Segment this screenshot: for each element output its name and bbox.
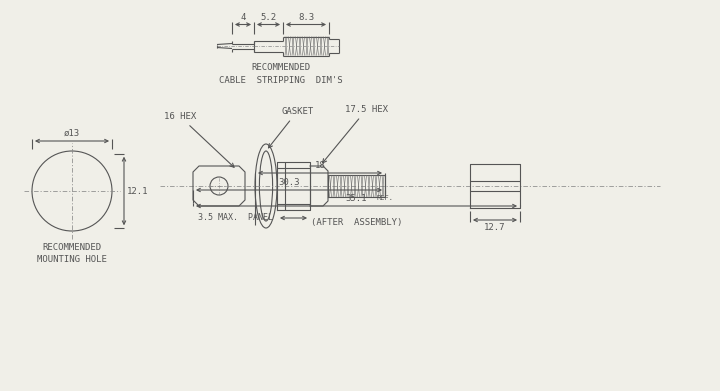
- Text: 5.2: 5.2: [261, 13, 276, 22]
- Text: 30.3: 30.3: [278, 178, 300, 187]
- Text: ø13: ø13: [64, 129, 80, 138]
- Text: (AFTER  ASSEMBLY): (AFTER ASSEMBLY): [311, 218, 402, 227]
- Text: GASKET: GASKET: [269, 107, 313, 148]
- Text: REF.: REF.: [377, 195, 394, 201]
- Text: 8.3: 8.3: [298, 13, 314, 22]
- Text: RECOMMENDED
MOUNTING HOLE: RECOMMENDED MOUNTING HOLE: [37, 243, 107, 264]
- Text: 35.1: 35.1: [346, 194, 367, 203]
- Text: RECOMMENDED
CABLE  STRIPPING  DIM'S: RECOMMENDED CABLE STRIPPING DIM'S: [219, 63, 342, 85]
- Text: 12.1: 12.1: [127, 187, 148, 196]
- Text: 17.5 HEX: 17.5 HEX: [323, 105, 388, 163]
- Text: 3.5 MAX.  PANEL: 3.5 MAX. PANEL: [198, 213, 273, 222]
- Text: 18: 18: [315, 161, 325, 170]
- Text: 12.7: 12.7: [485, 223, 505, 232]
- Text: 16 HEX: 16 HEX: [164, 112, 234, 167]
- Text: 4: 4: [240, 13, 246, 22]
